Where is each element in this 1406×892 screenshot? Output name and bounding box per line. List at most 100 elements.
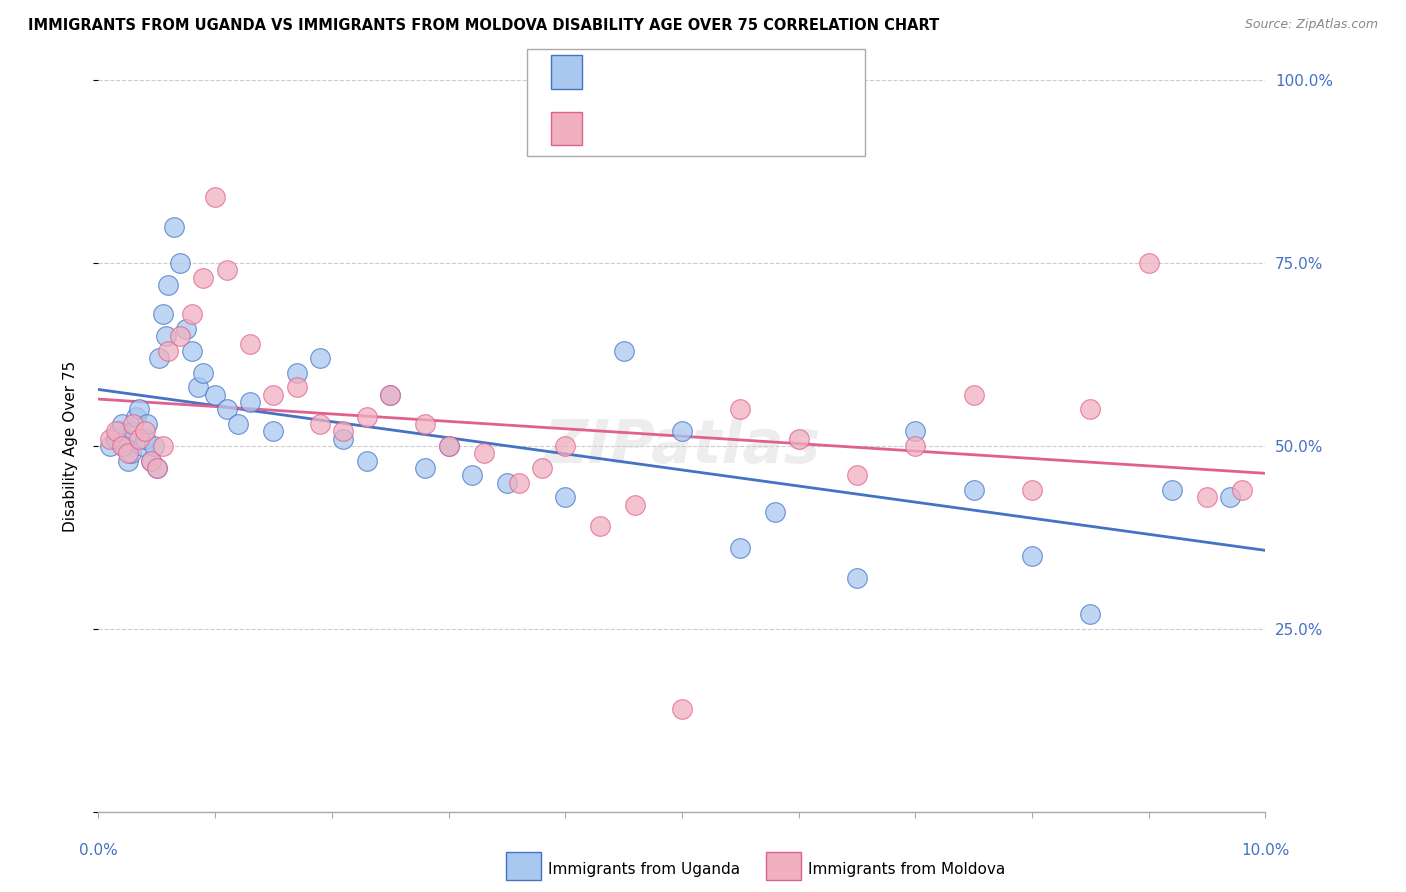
Point — [530, 461, 553, 475]
Point — [332, 432, 354, 446]
Point — [117, 446, 139, 460]
Text: 0.0%: 0.0% — [79, 843, 118, 858]
Point — [204, 388, 226, 402]
Point — [128, 432, 150, 446]
Point — [356, 409, 378, 424]
Point — [108, 425, 131, 439]
Point — [134, 432, 156, 446]
Point — [139, 453, 162, 467]
Point — [437, 439, 460, 453]
Point — [845, 571, 868, 585]
Point — [132, 439, 155, 453]
Point — [845, 468, 868, 483]
Point — [152, 439, 174, 453]
Text: 52: 52 — [748, 63, 773, 81]
Point — [104, 425, 127, 439]
Point — [193, 270, 215, 285]
Point — [180, 343, 202, 358]
Point — [554, 439, 576, 453]
Point — [157, 278, 180, 293]
Text: IMMIGRANTS FROM UGANDA VS IMMIGRANTS FROM MOLDOVA DISABILITY AGE OVER 75 CORRELA: IMMIGRANTS FROM UGANDA VS IMMIGRANTS FRO… — [28, 18, 939, 33]
Point — [136, 417, 159, 431]
Point — [120, 446, 142, 460]
Point — [730, 541, 752, 556]
Point — [152, 307, 174, 321]
Point — [187, 380, 209, 394]
Text: R =: R = — [596, 63, 633, 81]
Point — [671, 702, 693, 716]
Point — [554, 490, 576, 504]
Point — [461, 468, 484, 483]
Point — [437, 439, 460, 453]
Point — [146, 461, 169, 475]
Point — [262, 388, 284, 402]
Point — [215, 263, 238, 277]
Point — [413, 461, 436, 475]
Text: ZIPatlas: ZIPatlas — [543, 417, 821, 475]
Point — [285, 380, 308, 394]
Point — [671, 425, 693, 439]
Point — [1080, 607, 1102, 622]
Point — [239, 395, 262, 409]
Point — [112, 439, 135, 453]
Point — [180, 307, 202, 321]
Point — [495, 475, 517, 490]
Text: Immigrants from Moldova: Immigrants from Moldova — [808, 863, 1005, 877]
Text: 42: 42 — [748, 120, 773, 137]
Point — [174, 322, 197, 336]
Point — [962, 483, 984, 497]
Point — [228, 417, 250, 431]
Point — [193, 366, 215, 380]
Point — [139, 453, 162, 467]
Point — [309, 417, 332, 431]
Point — [904, 425, 927, 439]
Text: 10.0%: 10.0% — [1241, 843, 1289, 858]
Point — [472, 446, 495, 460]
Point — [1161, 483, 1184, 497]
Point — [1080, 402, 1102, 417]
Point — [1219, 490, 1241, 504]
Point — [122, 425, 145, 439]
Point — [1137, 256, 1160, 270]
Point — [413, 417, 436, 431]
Text: N =: N = — [716, 63, 752, 81]
Point — [763, 505, 786, 519]
Point — [104, 432, 127, 446]
Point — [962, 388, 984, 402]
Point — [332, 425, 354, 439]
Text: Immigrants from Uganda: Immigrants from Uganda — [548, 863, 741, 877]
Point — [508, 475, 530, 490]
Point — [730, 402, 752, 417]
Point — [111, 417, 134, 431]
Point — [155, 329, 177, 343]
Point — [624, 498, 647, 512]
Point — [163, 219, 186, 234]
Point — [204, 190, 226, 204]
Point — [589, 519, 612, 533]
Point — [378, 388, 402, 402]
Point — [98, 432, 121, 446]
Point — [169, 329, 191, 343]
Point — [262, 425, 284, 439]
Point — [1021, 549, 1043, 563]
Point — [1195, 490, 1218, 504]
Point — [134, 425, 156, 439]
Point — [122, 417, 145, 431]
Text: R =: R = — [596, 120, 633, 137]
Y-axis label: Disability Age Over 75: Disability Age Over 75 — [63, 360, 77, 532]
Point — [285, 366, 308, 380]
Point — [143, 439, 166, 453]
Text: N =: N = — [716, 120, 752, 137]
Point — [904, 439, 927, 453]
Point — [612, 343, 634, 358]
Point — [111, 439, 134, 453]
Point — [128, 402, 150, 417]
Point — [356, 453, 378, 467]
Point — [787, 432, 810, 446]
Point — [157, 343, 180, 358]
Point — [148, 351, 170, 366]
Point — [169, 256, 191, 270]
Point — [98, 439, 121, 453]
Point — [117, 453, 139, 467]
Point — [125, 409, 148, 424]
